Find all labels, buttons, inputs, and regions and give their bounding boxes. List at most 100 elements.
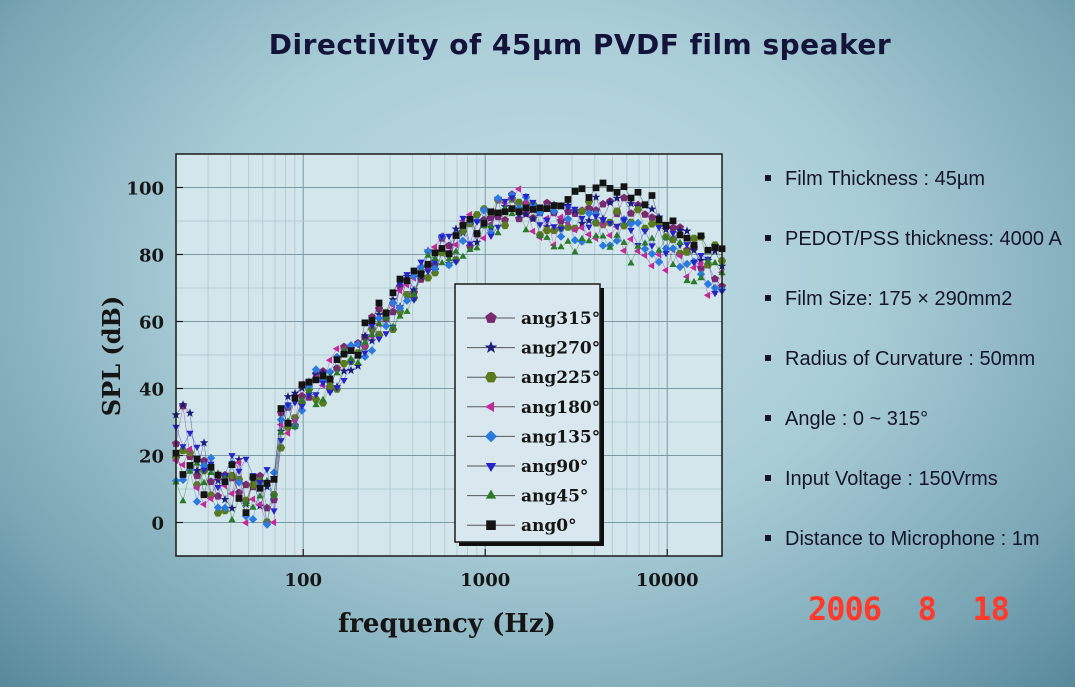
data-point — [277, 438, 285, 445]
data-point — [312, 392, 320, 399]
data-point — [234, 455, 244, 464]
x-tick-label: 1000 — [460, 570, 510, 591]
data-point — [668, 236, 678, 244]
data-point — [690, 277, 698, 285]
data-point — [430, 269, 440, 277]
data-point — [640, 244, 650, 254]
data-point — [192, 484, 200, 492]
data-point — [542, 226, 552, 234]
data-point — [676, 238, 684, 245]
data-point — [417, 270, 425, 278]
data-point — [683, 234, 691, 242]
data-point — [577, 207, 587, 215]
data-point — [340, 345, 348, 352]
data-point — [375, 319, 383, 327]
data-point — [185, 408, 195, 417]
data-point — [543, 205, 551, 212]
spec-item: PEDOT/PSS thickness: 4000 A — [765, 228, 1065, 288]
data-point — [269, 518, 277, 527]
data-point — [459, 252, 467, 259]
data-point — [613, 223, 621, 231]
data-point — [283, 392, 293, 401]
data-point — [354, 358, 362, 365]
data-point — [431, 254, 439, 261]
legend-entry: ang135° — [521, 427, 600, 447]
data-point — [213, 509, 223, 517]
data-point — [585, 224, 593, 231]
data-point — [298, 403, 306, 411]
data-point — [620, 217, 628, 224]
legend-marker — [485, 489, 497, 499]
data-point — [227, 503, 237, 512]
data-point — [627, 194, 635, 202]
data-point — [704, 257, 712, 264]
data-point — [662, 221, 670, 229]
data-point — [249, 473, 257, 481]
data-point — [410, 267, 418, 275]
data-point — [612, 207, 622, 215]
data-point — [263, 479, 271, 487]
data-point — [368, 323, 376, 330]
data-point — [234, 478, 244, 487]
data-point — [459, 215, 467, 223]
data-point — [655, 216, 663, 224]
data-point — [270, 491, 278, 498]
data-point — [508, 209, 516, 217]
legend-marker — [485, 430, 497, 443]
data-point — [347, 347, 355, 354]
data-point — [410, 290, 418, 297]
data-point — [235, 468, 243, 476]
data-point — [227, 490, 235, 498]
x-tick-label: 10000 — [636, 570, 699, 591]
data-point — [192, 466, 202, 475]
data-point — [641, 228, 649, 236]
data-point — [256, 484, 264, 492]
data-point — [178, 461, 186, 469]
data-point — [424, 269, 432, 276]
data-point — [591, 192, 601, 201]
data-point — [696, 260, 704, 268]
data-point — [416, 263, 426, 272]
data-point — [451, 241, 459, 249]
data-point — [451, 224, 461, 233]
data-point — [472, 237, 482, 246]
data-point — [577, 218, 587, 228]
legend-marker — [485, 312, 497, 323]
data-point — [200, 478, 208, 486]
data-point — [248, 495, 256, 503]
data-point — [529, 206, 537, 213]
legend-marker — [485, 463, 497, 472]
data-point — [521, 209, 531, 219]
legend-marker — [484, 341, 498, 353]
data-point — [479, 234, 487, 242]
data-point — [277, 428, 285, 435]
data-point — [389, 322, 397, 330]
data-point — [508, 205, 516, 212]
y-tick-label: 100 — [126, 179, 164, 200]
data-point — [634, 188, 642, 196]
data-point — [584, 209, 594, 218]
data-point — [346, 365, 356, 375]
data-point — [291, 422, 299, 430]
data-point — [536, 231, 544, 239]
data-point — [206, 494, 214, 503]
data-point — [319, 395, 327, 403]
data-point — [619, 247, 627, 255]
data-point — [375, 336, 383, 343]
data-point — [494, 229, 502, 236]
data-point — [647, 262, 655, 270]
data-point — [333, 369, 341, 376]
data-point — [270, 476, 278, 483]
data-point — [543, 233, 551, 240]
data-point — [522, 226, 530, 233]
series-ang45° — [172, 204, 726, 523]
data-point — [661, 225, 671, 234]
data-point — [424, 260, 432, 268]
data-point — [326, 375, 334, 383]
data-point — [689, 245, 699, 255]
data-point — [431, 259, 439, 266]
x-tick-label: 100 — [284, 570, 322, 591]
data-point — [606, 185, 614, 192]
data-point — [710, 283, 720, 293]
data-point — [409, 285, 419, 294]
